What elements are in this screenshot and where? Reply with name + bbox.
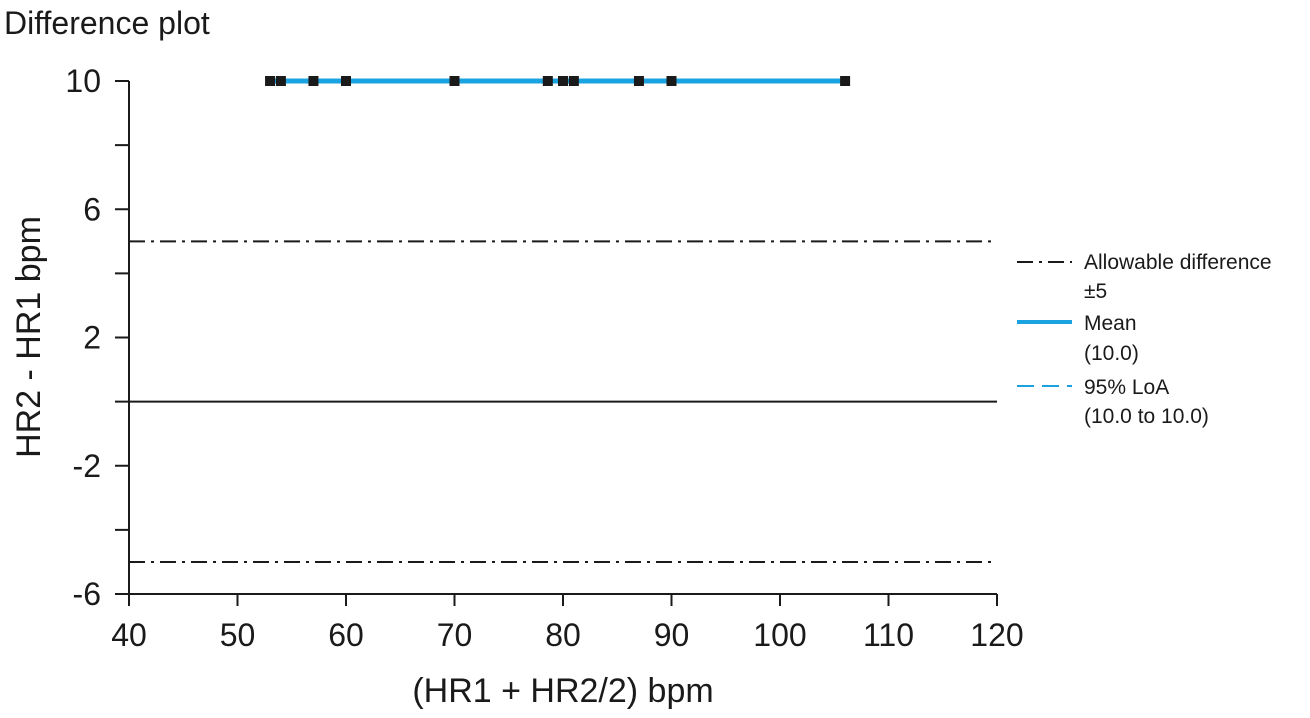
x-tick-label: 110 — [863, 617, 914, 653]
y-tick-label: -2 — [73, 448, 101, 484]
plot-area — [129, 78, 997, 563]
data-point — [341, 76, 351, 86]
x-tick-label: 60 — [328, 617, 364, 653]
data-points — [265, 76, 851, 86]
data-point — [558, 76, 568, 86]
x-tick-label: 40 — [111, 617, 147, 653]
x-tick-label: 90 — [654, 617, 690, 653]
x-axis-ticks: 40 50 60 70 80 90 100 110 120 — [111, 594, 1024, 653]
y-tick-label: -6 — [73, 576, 101, 612]
x-tick-label: 100 — [753, 617, 806, 653]
y-axis-title: HR2 - HR1 bpm — [10, 216, 48, 458]
legend-sublabel-loa: (10.0 to 10.0) — [1084, 405, 1209, 428]
data-point — [568, 76, 579, 86]
legend-item-loa: 95% LoA (10.0 to 10.0) — [1017, 376, 1209, 428]
legend-label-allowable: Allowable difference — [1084, 251, 1272, 274]
legend-sublabel-mean: (10.0) — [1084, 342, 1139, 365]
data-point — [308, 76, 319, 86]
data-point — [449, 76, 460, 86]
data-point — [542, 76, 553, 86]
x-tick-label: 120 — [970, 617, 1023, 653]
y-axis-ticks: 10 6 2 -2 -6 — [65, 63, 129, 612]
legend-label-mean: Mean — [1084, 312, 1137, 335]
x-tick-label: 70 — [437, 617, 473, 653]
x-tick-label: 80 — [545, 617, 581, 653]
data-point — [840, 76, 851, 86]
legend-item-allowable: Allowable difference ±5 — [1017, 251, 1272, 303]
data-point — [633, 76, 644, 86]
x-tick-label: 50 — [220, 617, 256, 653]
legend-sublabel-allowable: ±5 — [1084, 280, 1107, 303]
legend-label-loa: 95% LoA — [1084, 376, 1169, 399]
chart-title: Difference plot — [4, 5, 210, 41]
y-tick-label: 2 — [83, 320, 101, 356]
y-tick-label: 10 — [65, 63, 101, 99]
data-point — [666, 76, 677, 86]
legend: Allowable difference ±5 Mean (10.0) 95% … — [1017, 251, 1272, 428]
data-point — [275, 76, 286, 86]
x-axis-title: (HR1 + HR2/2) bpm — [412, 672, 713, 710]
data-point — [265, 76, 276, 86]
y-tick-label: 6 — [83, 191, 101, 227]
legend-item-mean: Mean (10.0) — [1017, 312, 1139, 365]
